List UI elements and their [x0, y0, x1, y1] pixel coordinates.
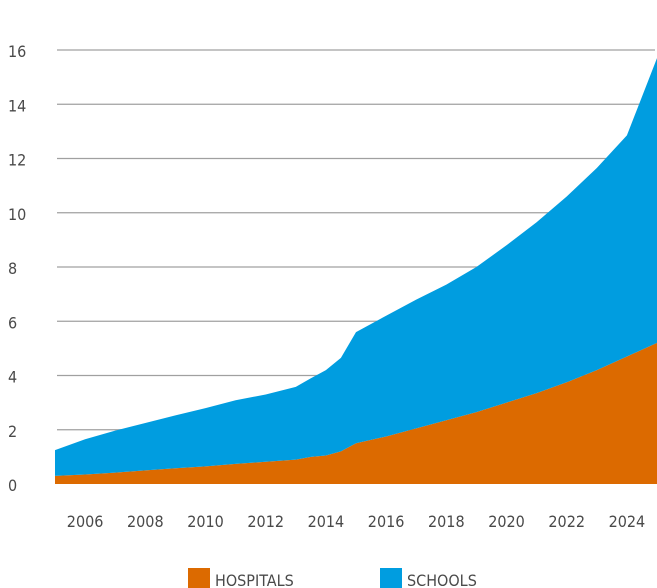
x-tick-label-2016: 2016 [368, 512, 405, 531]
x-tick-label-2024: 2024 [609, 512, 646, 531]
x-tick-label-2010: 2010 [187, 512, 224, 531]
y-tick-label-2: 2 [8, 422, 17, 441]
y-tick-label-14: 14 [8, 96, 26, 115]
x-tick-label-2020: 2020 [488, 512, 525, 531]
y-tick-label-8: 8 [8, 259, 17, 278]
legend-swatch-hospitals [188, 568, 210, 588]
x-tick-label-2012: 2012 [247, 512, 284, 531]
y-tick-label-10: 10 [8, 205, 26, 224]
x-tick-label-2018: 2018 [428, 512, 465, 531]
y-tick-label-12: 12 [8, 151, 26, 170]
x-tick-label-2014: 2014 [308, 512, 345, 531]
legend: HOSPITALS SCHOOLS [188, 568, 477, 588]
area-series [55, 58, 657, 484]
legend-label-schools: SCHOOLS [407, 571, 477, 588]
x-tick-label-2006: 2006 [67, 512, 104, 531]
x-axis-ticks: 2006 2008 2010 2012 2014 2016 2018 2020 2022 2024 [67, 512, 645, 531]
y-tick-label-0: 0 [8, 476, 17, 495]
area-hospitals [55, 342, 657, 484]
x-tick-label-2008: 2008 [127, 512, 164, 531]
y-axis-ticks: 0 2 4 6 8 10 12 14 16 [8, 42, 26, 495]
y-tick-label-6: 6 [8, 313, 17, 332]
y-tick-label-4: 4 [8, 368, 17, 387]
gridlines [57, 49, 655, 431]
legend-swatch-schools [380, 568, 402, 588]
y-tick-label-16: 16 [8, 42, 26, 61]
x-tick-label-2022: 2022 [548, 512, 585, 531]
legend-label-hospitals: HOSPITALS [215, 571, 294, 588]
area-schools [55, 58, 657, 476]
